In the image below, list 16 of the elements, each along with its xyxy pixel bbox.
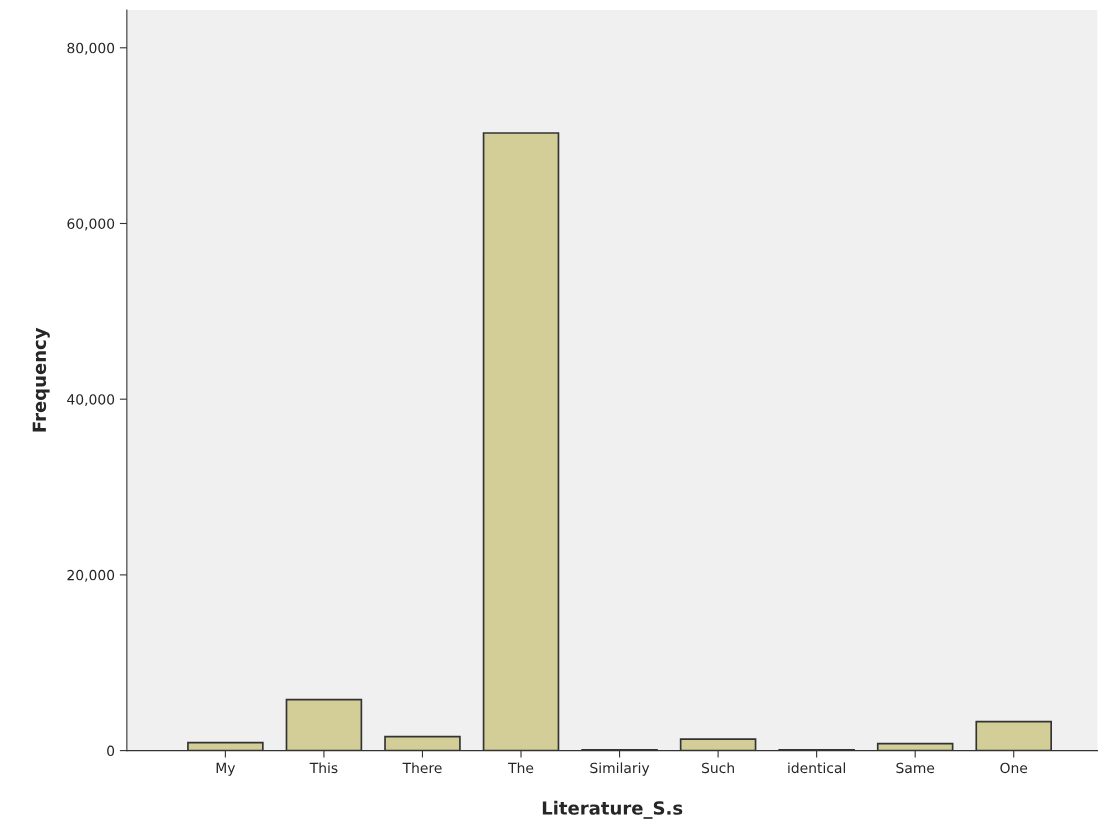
x-tick-label: One (1000, 762, 1028, 774)
y-tick-label: 20,000 (67, 569, 115, 582)
x-tick-label: There (402, 762, 442, 774)
y-tick-label: 0 (107, 745, 115, 757)
x-tick-label: Similariy (590, 762, 650, 776)
x-tick-label: The (508, 762, 534, 774)
x-tick-label: Such (701, 762, 734, 774)
y-tick-label: 40,000 (67, 394, 115, 407)
x-axis-title: Literature_S.s (542, 800, 683, 819)
x-tick-label: Same (896, 762, 935, 774)
x-tick-label: My (216, 762, 236, 776)
y-axis-title: Frequency (32, 327, 50, 432)
y-tick-label: 60,000 (67, 218, 115, 231)
y-tick-label: 80,000 (67, 42, 115, 55)
x-tick-label: identical (788, 762, 845, 774)
x-tick-label: This (309, 762, 338, 774)
